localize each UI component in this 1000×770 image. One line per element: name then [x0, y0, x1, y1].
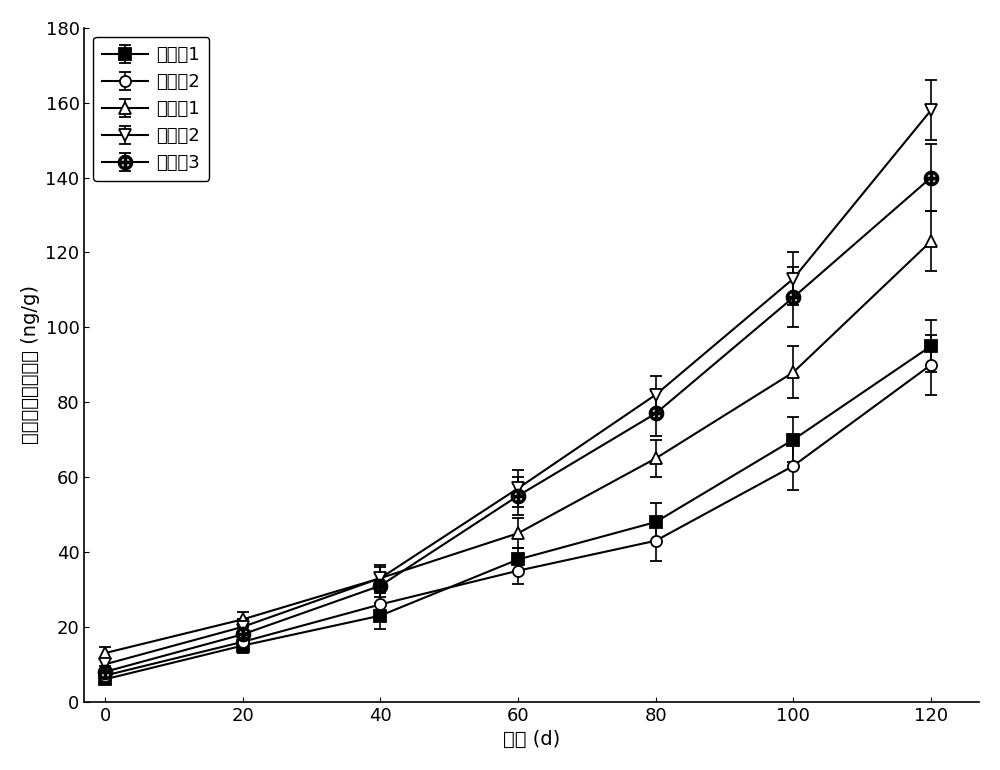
Legend: 实施处1, 实施处2, 对比处1, 对比处2, 对比处3: 实施处1, 实施处2, 对比处1, 对比处2, 对比处3 [93, 37, 209, 181]
Y-axis label: 脂质过氧化物含量 (ng/g): 脂质过氧化物含量 (ng/g) [21, 286, 40, 444]
X-axis label: 时间 (d): 时间 (d) [503, 730, 560, 749]
